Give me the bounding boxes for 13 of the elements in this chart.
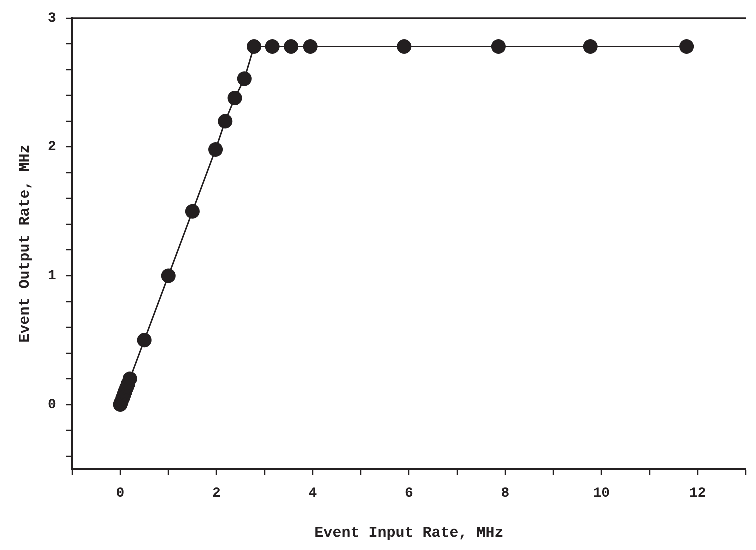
x-tick-label: 8: [501, 486, 510, 502]
y-tick-label: 3: [48, 10, 56, 27]
x-tick-label: 10: [593, 486, 610, 502]
x-tick-label: 2: [212, 486, 221, 502]
y-tick-label: 2: [48, 140, 56, 156]
x-tick-label: 12: [689, 486, 706, 502]
y-tick-label: 1: [48, 268, 56, 285]
y-tick-label: 0: [48, 397, 56, 414]
y-axis-title: Event Output Rate, MHz: [16, 144, 34, 343]
x-tick-label: 0: [116, 486, 125, 502]
x-axis-title: Event Input Rate, MHz: [314, 524, 504, 542]
x-tick-label: 4: [308, 486, 318, 502]
x-tick-label: 6: [405, 486, 414, 502]
